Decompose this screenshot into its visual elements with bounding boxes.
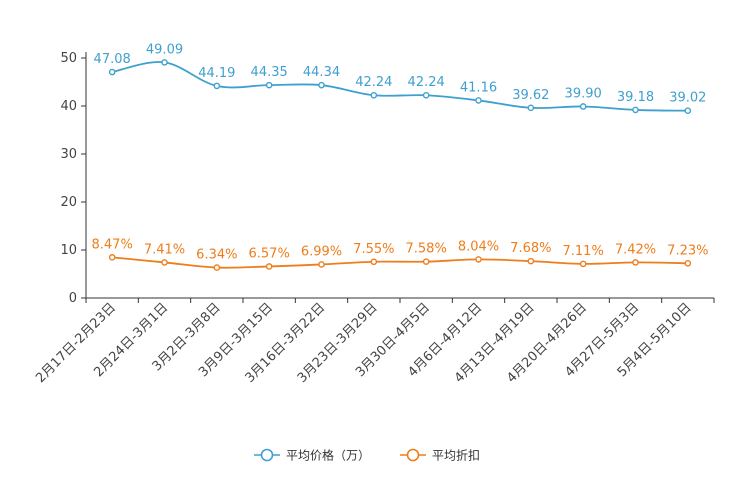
data-point[interactable] [684,107,692,115]
data-point[interactable] [265,81,273,89]
data-point[interactable] [370,258,378,266]
y-tick-label: 0 [69,291,77,306]
data-label: 7.68% [510,241,551,256]
data-label: 42.24 [408,75,445,90]
data-label: 49.09 [146,42,183,57]
data-point[interactable] [161,259,168,266]
data-label: 7.41% [144,242,185,257]
legend-marker-icon [406,448,420,462]
data-label: 7.11% [563,244,604,259]
legend-marker-icon [260,448,274,462]
data-label: 7.58% [406,242,447,257]
data-label: 42.24 [355,75,392,90]
data-label: 39.90 [565,86,602,101]
data-labels: 47.08 49.09 44.19 44.35 44.34 42.24 42.24 41.16… [92,42,709,262]
series-line-2[interactable] [112,256,688,269]
data-label: 8.47% [92,237,133,252]
data-point[interactable] [265,263,273,270]
data-label: 44.19 [198,66,235,81]
data-point[interactable] [108,68,116,76]
legend-label: 平均折扣 [432,448,480,463]
data-label: 7.55% [353,242,394,257]
axes: 010203040502月17日-2月23日2月24日-3月1日3月2日-3月8… [33,51,715,386]
data-point[interactable] [475,97,482,104]
data-label: 44.34 [303,65,340,80]
data-point[interactable] [213,264,221,271]
data-label: 44.35 [251,65,288,80]
data-point[interactable] [422,91,430,99]
data-label: 6.99% [301,244,342,259]
y-tick-label: 20 [60,195,77,210]
data-point[interactable] [527,257,535,265]
legend-item-2[interactable]: 平均折扣 [400,448,480,463]
y-tick-label: 50 [60,51,77,66]
y-tick-label: 40 [60,99,77,114]
legend-label: 平均价格（万） [286,448,370,463]
data-label: 39.62 [512,88,549,103]
data-point[interactable] [684,259,692,267]
data-point[interactable] [527,104,535,112]
data-point[interactable] [213,82,221,90]
series-layer [108,59,692,271]
legend-item-1[interactable]: 平均价格（万） [254,448,370,463]
data-label: 47.08 [94,52,131,67]
data-label: 39.18 [617,90,654,105]
data-point[interactable] [318,81,325,89]
data-point[interactable] [579,103,587,110]
data-point[interactable] [161,59,168,66]
series-line-1[interactable] [111,61,688,112]
data-point[interactable] [632,106,639,114]
y-tick-label: 30 [60,147,77,162]
data-point[interactable] [579,260,587,268]
data-label: 41.16 [460,80,497,95]
data-point[interactable] [475,256,482,263]
data-point[interactable] [108,254,116,261]
data-label: 39.02 [669,91,706,106]
data-label: 6.34% [196,248,237,263]
data-point[interactable] [422,258,430,265]
data-label: 7.23% [667,243,708,258]
data-label: 8.04% [458,239,499,254]
y-tick-label: 10 [60,243,77,258]
data-label: 7.42% [615,242,656,257]
data-point[interactable] [318,261,325,268]
legend[interactable]: 平均价格（万） 平均折扣 [254,448,480,463]
data-point[interactable] [632,259,639,266]
data-point[interactable] [370,91,378,99]
data-label: 6.57% [249,246,290,261]
